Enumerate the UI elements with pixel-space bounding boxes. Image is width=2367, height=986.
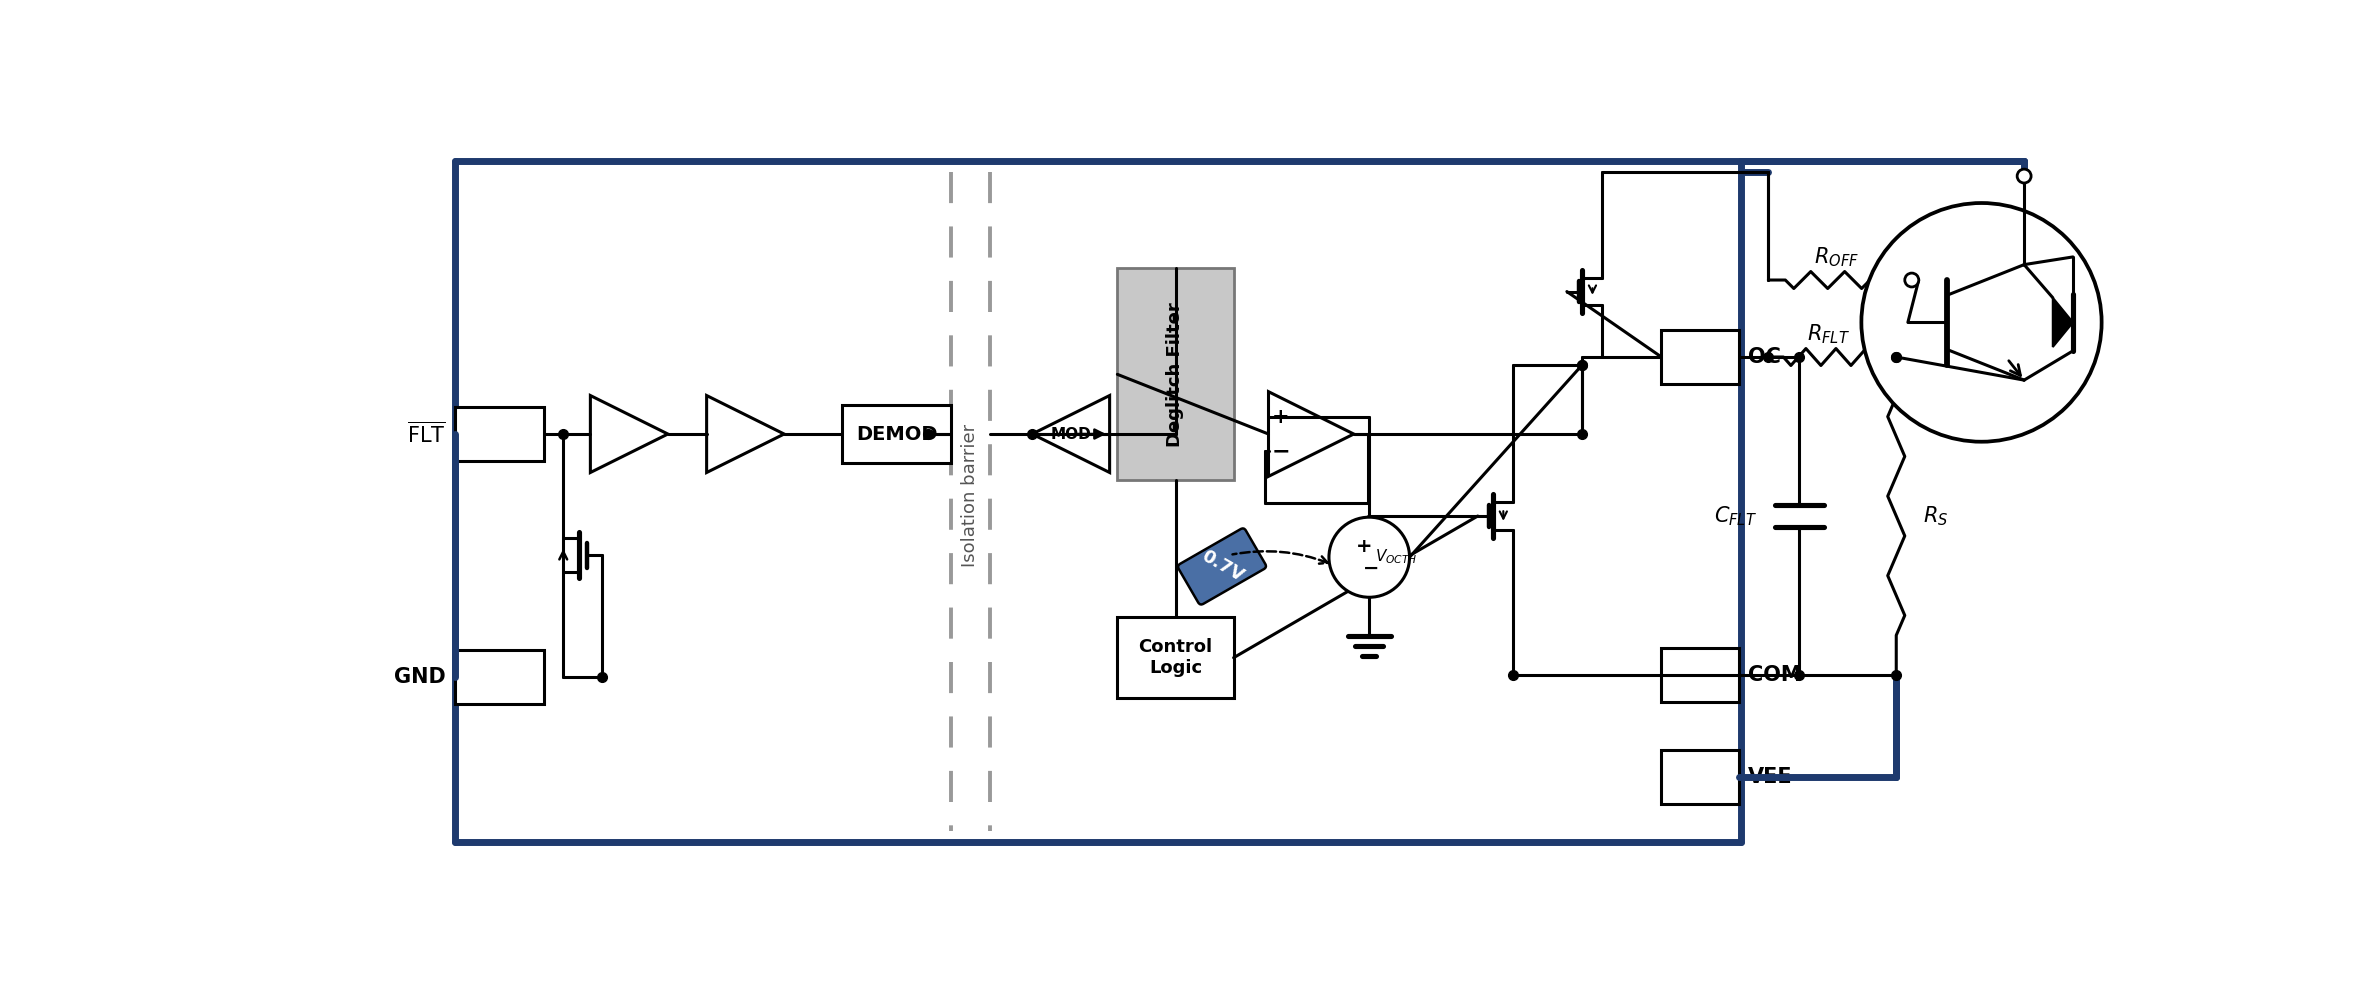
Text: Control
Logic: Control Logic [1139, 638, 1212, 677]
Text: Deglitch Filter: Deglitch Filter [1167, 302, 1184, 447]
Text: $R_{OFF}$: $R_{OFF}$ [1813, 246, 1858, 269]
Text: $V_{OCTH}$: $V_{OCTH}$ [1375, 547, 1418, 566]
Bar [1662, 330, 1740, 384]
Text: DEMOD: DEMOD [857, 425, 937, 444]
Text: OC: OC [1749, 347, 1780, 367]
Text: GND: GND [393, 667, 445, 686]
FancyBboxPatch shape [1179, 528, 1266, 604]
Text: Isolation barrier: Isolation barrier [961, 424, 980, 567]
Bar [1117, 617, 1233, 698]
Text: $C_{FLT}$: $C_{FLT}$ [1714, 504, 1756, 528]
Text: −: − [1271, 441, 1290, 461]
Bar [454, 650, 544, 704]
Text: +: + [1271, 407, 1290, 427]
Bar [843, 405, 952, 463]
Text: MOD: MOD [1051, 427, 1091, 442]
Circle shape [2017, 170, 2031, 183]
Bar [1662, 749, 1740, 804]
Text: VEE: VEE [1749, 767, 1792, 787]
Circle shape [1328, 518, 1411, 598]
Text: 0.7V: 0.7V [1198, 547, 1247, 586]
Text: +: + [1356, 537, 1373, 556]
Text: $\overline{\mathrm{FLT}}$: $\overline{\mathrm{FLT}}$ [407, 421, 445, 447]
Text: COM: COM [1749, 665, 1801, 685]
Text: −: − [1363, 558, 1380, 578]
Bar [1117, 268, 1233, 480]
Circle shape [1905, 273, 1920, 287]
Bar [1662, 648, 1740, 702]
Circle shape [1860, 203, 2102, 442]
Polygon shape [2052, 298, 2073, 347]
Text: $R_S$: $R_S$ [1924, 504, 1948, 528]
Bar [454, 407, 544, 461]
Text: $R_{FLT}$: $R_{FLT}$ [1806, 322, 1851, 346]
